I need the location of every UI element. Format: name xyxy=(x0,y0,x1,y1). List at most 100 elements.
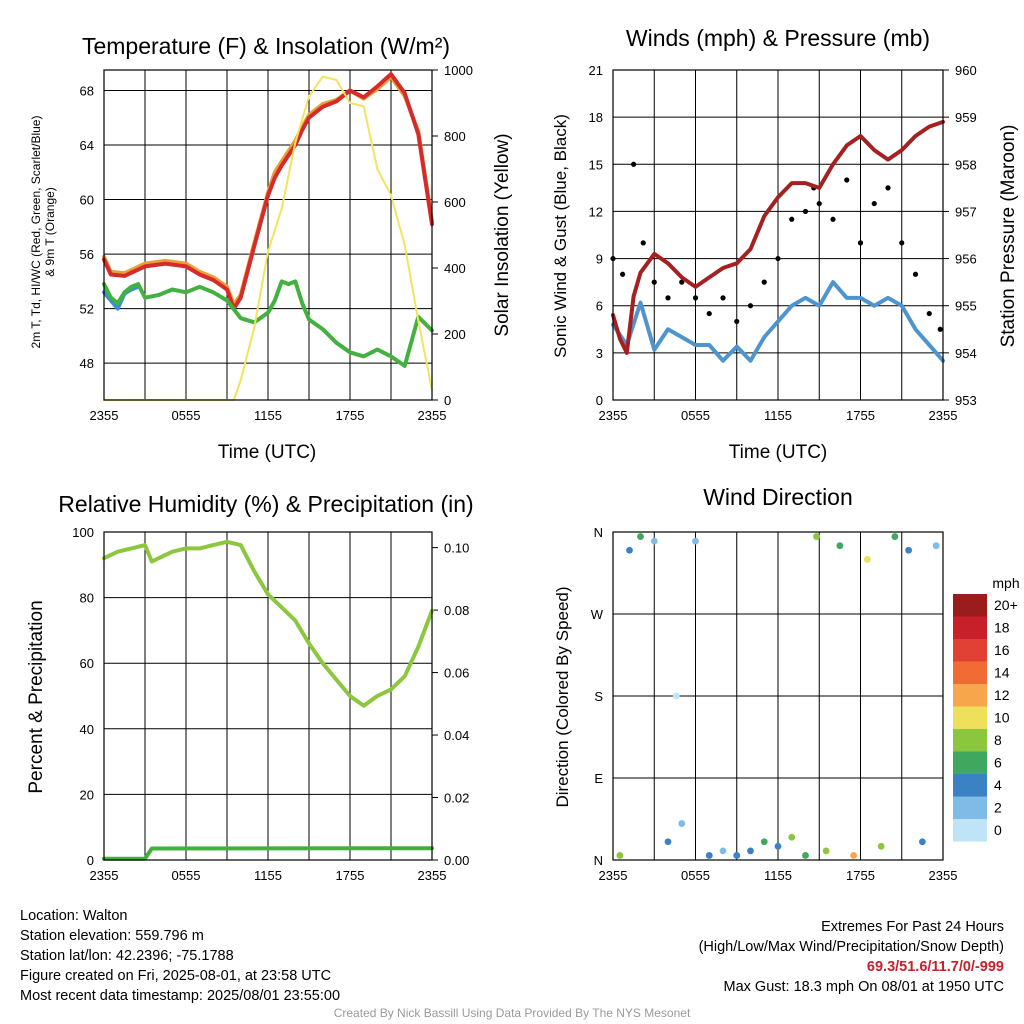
humidity-x-tick-label: 1155 xyxy=(254,868,282,883)
winds-xlabel: Time (UTC) xyxy=(729,442,828,463)
winds-y2-tick-label: 957 xyxy=(955,204,977,219)
wind-direction-point xyxy=(774,842,782,850)
winds-frame xyxy=(612,69,944,401)
temperature-y2-tick-label: 1000 xyxy=(444,63,473,78)
humidity-y2-tick-label: 0.06 xyxy=(444,666,469,681)
temperature-xlabel: Time (UTC) xyxy=(218,442,317,463)
winds-point xyxy=(789,216,795,222)
humidity-ylabel: Percent & Precipitation xyxy=(26,600,47,793)
temperature-x-tick-label: 2355 xyxy=(418,408,447,423)
legend-label: 10 xyxy=(994,710,1010,726)
humidity-x-tick-label: 2355 xyxy=(418,868,447,883)
wind-direction-point xyxy=(626,546,633,554)
wind-direction-point xyxy=(877,842,885,850)
temperature-series-line xyxy=(102,72,434,311)
winds-point xyxy=(899,240,905,246)
legend-label: 0 xyxy=(994,822,1002,838)
direction-ylabel: Direction (Colored By Speed) xyxy=(553,586,572,807)
wind-direction-point xyxy=(918,838,926,846)
figure-created: Figure created on Fri, 2025-08-01, at 23… xyxy=(20,968,332,984)
legend-label: 14 xyxy=(994,665,1010,681)
wind-direction-point xyxy=(719,847,727,855)
legend-swatch xyxy=(953,639,987,662)
legend-swatch xyxy=(953,594,987,617)
temperature-y-tick-label: 68 xyxy=(80,83,94,98)
most-recent-timestamp: Most recent data timestamp: 2025/08/01 2… xyxy=(20,988,341,1004)
winds-y-tick-label: 3 xyxy=(596,346,603,361)
winds-point xyxy=(912,271,919,277)
winds-ylabel: Sonic Wind & Gust (Blue, Black) xyxy=(551,114,570,358)
winds-y2-tick-label: 954 xyxy=(955,346,977,361)
winds-chart-title: Winds (mph) & Pressure (mb) xyxy=(626,25,930,51)
wind-direction-x-tick-label: 1155 xyxy=(764,868,792,883)
temperature-ylabel-line2: & 9m T (Orange) xyxy=(43,187,57,277)
winds-y2-tick-label: 960 xyxy=(955,63,977,78)
winds-point xyxy=(651,279,657,285)
temperature-series-line xyxy=(102,279,434,368)
wind-direction-y-tick-label: N xyxy=(594,853,603,868)
wind-direction-point xyxy=(905,546,913,554)
legend-swatch xyxy=(953,796,987,819)
temperature-x-tick-label: 1155 xyxy=(254,408,282,423)
temperature-x-tick-label: 2355 xyxy=(90,408,119,423)
temperature-y2-tick-label: 200 xyxy=(444,327,466,342)
extremes-heading: Extremes For Past 24 Hours xyxy=(821,919,1004,935)
winds-y2-tick-label: 959 xyxy=(955,110,977,125)
winds-point xyxy=(692,295,699,301)
temperature-y-tick-label: 64 xyxy=(80,138,94,153)
humidity-y-tick-label: 40 xyxy=(80,722,94,737)
wind-direction-point xyxy=(802,852,809,859)
max-gust: Max Gust: 18.3 mph On 08/01 at 1950 UTC xyxy=(723,979,1004,995)
winds-point xyxy=(871,200,877,207)
wind-direction-point xyxy=(850,852,858,859)
winds-y2-tick-label: 958 xyxy=(955,157,977,172)
temperature-chart-title: Temperature (F) & Insolation (W/m²) xyxy=(82,33,450,59)
wind-direction-point xyxy=(788,833,796,841)
wind-direction-point xyxy=(678,820,686,827)
temperature-y2-tick-label: 0 xyxy=(444,393,451,408)
winds-x-tick-label: 1755 xyxy=(846,408,875,423)
legend-swatch xyxy=(953,684,987,707)
legend-swatch xyxy=(953,729,987,752)
humidity-frame xyxy=(103,531,433,861)
humidity-plot: 2355 0555 1155 1755 23550204060801000.000.02… xyxy=(72,525,469,883)
humidity-y2-tick-label: 0.00 xyxy=(444,853,469,868)
humidity-y-tick-label: 0 xyxy=(87,853,94,868)
humidity-series-line xyxy=(102,539,434,708)
wind-direction-point xyxy=(705,852,713,859)
station-location: Location: Walton xyxy=(20,908,128,924)
humidity-x-tick-label: 1755 xyxy=(336,868,365,883)
humidity-x-tick-label: 0555 xyxy=(172,868,201,883)
humidity-y-tick-label: 100 xyxy=(72,525,94,540)
wind-direction-point xyxy=(822,847,830,855)
winds-point xyxy=(802,208,809,215)
temperature-series-line xyxy=(103,75,433,401)
winds-y-tick-label: 0 xyxy=(596,393,603,408)
winds-point xyxy=(885,185,891,191)
winds-point xyxy=(830,216,836,222)
wind-direction-point xyxy=(650,537,658,545)
humidity-y2-tick-label: 0.08 xyxy=(444,603,469,618)
wind-direction-point xyxy=(692,537,699,545)
temperature-frame xyxy=(103,69,433,401)
humidity-y-tick-label: 20 xyxy=(80,787,94,802)
winds-series-line xyxy=(611,119,945,355)
legend-swatch xyxy=(953,661,987,684)
winds-y2label: Station Pressure (Maroon) xyxy=(998,125,1019,348)
wind-direction-y-tick-label: W xyxy=(591,607,604,622)
legend-label: 6 xyxy=(994,755,1002,771)
extremes-subheading: (High/Low/Max Wind/Precipitation/Snow De… xyxy=(698,939,1004,955)
legend-swatch xyxy=(953,706,987,729)
wind-direction-point xyxy=(836,542,844,550)
wind-direction-point xyxy=(747,847,754,855)
winds-series-line xyxy=(611,280,945,363)
winds-point xyxy=(816,200,822,207)
wind-direction-point xyxy=(637,533,644,540)
winds-x-tick-label: 1155 xyxy=(764,408,792,423)
wind-direction-point xyxy=(932,542,940,550)
legend-label: 2 xyxy=(994,800,1002,816)
winds-y2-tick-label: 956 xyxy=(955,252,977,267)
winds-y2-tick-label: 955 xyxy=(955,299,977,314)
legend-label: 8 xyxy=(994,732,1002,748)
winds-y-tick-label: 12 xyxy=(589,204,603,219)
